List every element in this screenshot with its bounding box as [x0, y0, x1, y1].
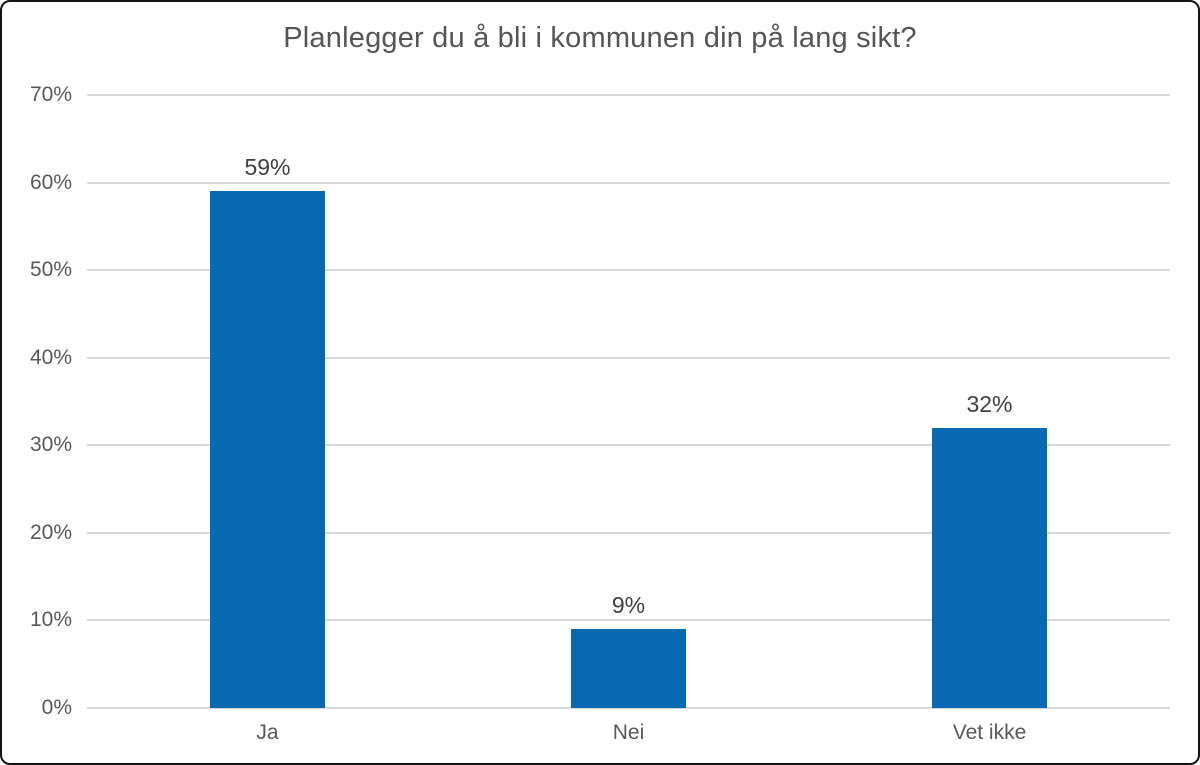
x-category-label: Ja — [256, 721, 279, 744]
y-tick-label: 0% — [41, 696, 72, 719]
gridline-30 — [87, 444, 1170, 447]
x-category-label: Nei — [612, 721, 645, 744]
gridline-40 — [87, 356, 1170, 359]
y-tick-label: 50% — [29, 258, 72, 282]
bar-nei — [571, 629, 686, 708]
chart-title: Planlegger du å bli i kommunen din på la… — [283, 22, 917, 54]
y-tick-label: 60% — [29, 170, 72, 194]
bar-value-label: 32% — [966, 390, 1013, 417]
gridline-50 — [87, 269, 1170, 272]
bar-vet-ikke — [932, 427, 1047, 708]
y-tick-label: 20% — [29, 520, 72, 544]
gridline-0 — [87, 707, 1170, 709]
y-tick-label: 70% — [29, 83, 72, 106]
plot-area: 59% Ja 9% Nei 32% Vet ikke — [87, 94, 1170, 744]
bar-value-label: 59% — [244, 154, 291, 181]
y-axis: 0% 10% 20% 30% 40% 50% 60% 70% — [16, 83, 72, 719]
gridline-70 — [87, 94, 1170, 96]
y-tick-label: 30% — [29, 433, 72, 457]
gridline-20 — [87, 531, 1170, 534]
y-tick-label: 10% — [29, 608, 72, 632]
gridline-60 — [87, 181, 1170, 184]
bar-value-label: 9% — [611, 592, 646, 619]
bar-ja — [210, 191, 325, 708]
y-tick-label: 40% — [29, 345, 72, 369]
x-category-label: Vet ikke — [952, 721, 1027, 744]
gridline-10 — [87, 619, 1170, 622]
